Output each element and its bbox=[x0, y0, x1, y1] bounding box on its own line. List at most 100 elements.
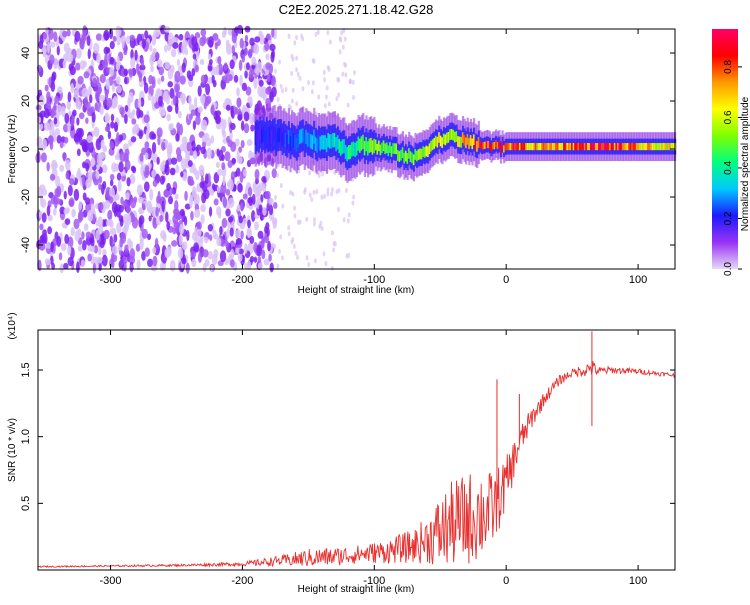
spectrogram-noise-cell bbox=[154, 102, 160, 109]
spectrogram-core-cell bbox=[422, 146, 425, 158]
spectrogram-noise-cell bbox=[216, 206, 222, 216]
colorbar-label: Normalized spectral amplitude bbox=[740, 96, 750, 231]
spectrogram-noise-cell bbox=[207, 251, 214, 260]
spectrogram-noise-cell bbox=[188, 74, 194, 82]
spectrogram-noise-cell bbox=[183, 216, 188, 226]
spectrogram-noise-cell bbox=[235, 247, 240, 254]
snr-y-label: SNR (10 * v/v) bbox=[7, 418, 18, 482]
spectrogram-core-cell bbox=[279, 127, 283, 143]
spectrogram-noise-cell bbox=[323, 194, 326, 200]
spectrogram-noise-cell bbox=[190, 210, 194, 221]
spectrogram-noise-cell bbox=[85, 231, 92, 239]
spectrogram-core-cell bbox=[384, 143, 387, 155]
spectrogram-core-cell bbox=[295, 137, 298, 152]
spectrogram-core-cell bbox=[435, 135, 438, 147]
snr-x-label: Height of straight line (km) bbox=[298, 584, 415, 595]
spectrogram-noise-cell bbox=[85, 162, 90, 172]
spectrogram-noise-cell bbox=[151, 141, 157, 154]
spectrogram-noise-cell bbox=[112, 35, 117, 42]
spectrogram-core-cell bbox=[510, 143, 514, 151]
spectrogram-core-cell bbox=[322, 135, 325, 150]
spectrogram-noise-cell bbox=[108, 196, 114, 204]
spectrogram-noise-cell bbox=[169, 260, 176, 272]
spectrogram-noise-cell bbox=[128, 240, 134, 251]
spectrogram-core-cell bbox=[333, 132, 336, 148]
spectrogram-noise-cell bbox=[94, 102, 99, 112]
spectrogram-noise-cell bbox=[271, 28, 275, 38]
spectrogram-noise-cell bbox=[178, 33, 184, 41]
spectrogram-noise-cell bbox=[253, 43, 260, 55]
spectrogram-noise-cell bbox=[139, 152, 144, 162]
spectrogram-noise-cell bbox=[311, 80, 315, 86]
spectrogram-core-cell bbox=[560, 143, 563, 151]
spectrogram-core-cell bbox=[664, 143, 667, 151]
spectrogram-core-cell bbox=[264, 130, 267, 145]
spectrogram-noise-cell bbox=[256, 244, 263, 257]
spectrogram-noise-cell bbox=[249, 158, 256, 165]
spectrogram-noise-cell bbox=[339, 37, 343, 43]
spectrogram-noise-cell bbox=[140, 164, 145, 176]
spectrogram-noise-cell bbox=[345, 187, 348, 193]
spectrogram-noise-cell bbox=[138, 207, 143, 215]
spectrogram-core-cell bbox=[496, 142, 499, 150]
y-tick-label: 20 bbox=[20, 95, 32, 107]
spectrogram-core-cell bbox=[544, 143, 547, 151]
spectrogram-core-cell bbox=[542, 143, 545, 151]
spectrogram-noise-cell bbox=[100, 232, 105, 245]
spectrogram-noise-cell bbox=[147, 258, 154, 268]
spectrogram-noise-cell bbox=[197, 85, 202, 97]
spectrogram-core-cell bbox=[395, 143, 398, 155]
colorbar-tick-label: 0.0 bbox=[723, 262, 734, 276]
spectrogram-noise-cell bbox=[316, 29, 320, 35]
spectrogram-noise-cell bbox=[180, 92, 186, 103]
spectrogram-core-cell bbox=[569, 143, 572, 151]
spectrogram-core-cell bbox=[525, 143, 528, 151]
spectrogram-core-cell bbox=[265, 125, 268, 140]
spectrogram-noise-cell bbox=[73, 188, 80, 201]
spectrogram-noise-cell bbox=[244, 70, 248, 79]
spectrogram-core-cell bbox=[520, 143, 523, 151]
spectrogram-noise-cell bbox=[222, 176, 226, 186]
spectrogram-noise-cell bbox=[58, 252, 63, 261]
spectrogram-noise-cell bbox=[102, 59, 109, 69]
spectrogram-core-cell bbox=[648, 143, 651, 151]
spectrogram-noise-cell bbox=[51, 73, 56, 84]
spectrogram-noise-cell bbox=[219, 250, 227, 263]
spectrogram-noise-cell bbox=[231, 45, 236, 55]
spectrogram-noise-cell bbox=[188, 95, 192, 106]
spectrogram-core-cell bbox=[474, 139, 477, 151]
spectrogram-noise-cell bbox=[262, 93, 268, 101]
spectrogram-core-cell bbox=[412, 154, 416, 166]
spectrogram-core-cell bbox=[376, 143, 379, 155]
spectrogram-noise-cell bbox=[268, 204, 274, 216]
spectrogram-noise-cell bbox=[248, 112, 255, 125]
spectrogram-noise-cell bbox=[259, 33, 265, 45]
spectrogram-core-cell bbox=[651, 143, 655, 151]
spectrogram-noise-cell bbox=[79, 60, 86, 70]
spectrogram-noise-cell bbox=[123, 68, 129, 77]
x-tick-label: -300 bbox=[100, 274, 122, 286]
spectrogram-noise-cell bbox=[101, 164, 108, 174]
spectrogram-noise-cell bbox=[138, 71, 143, 83]
spectrogram-noise-cell bbox=[284, 87, 288, 93]
spectrogram-noise-cell bbox=[102, 180, 107, 190]
spectrogram-noise-cell bbox=[131, 118, 137, 125]
spectrogram-noise-cell bbox=[119, 237, 124, 248]
spectrogram-noise-cell bbox=[109, 56, 115, 65]
spectrogram-noise-cell bbox=[42, 32, 48, 40]
spectrogram-noise-cell bbox=[200, 204, 206, 213]
spectrogram-core-cell bbox=[262, 127, 265, 142]
spectrogram-noise-cell bbox=[38, 40, 44, 50]
spectrogram-noise-cell bbox=[246, 260, 252, 271]
spectrogram-noise-cell bbox=[124, 222, 130, 232]
spectrogram-noise-cell bbox=[50, 241, 54, 253]
spectrogram-noise-cell bbox=[276, 97, 280, 103]
spectrogram-noise-cell bbox=[213, 172, 220, 184]
spectrogram-noise-cell bbox=[159, 175, 165, 185]
spectrogram-core-cell bbox=[428, 143, 431, 155]
spectrogram-noise-cell bbox=[191, 186, 197, 198]
spectrogram-noise-cell bbox=[127, 68, 134, 75]
spectrogram-noise-cell bbox=[74, 30, 81, 43]
spectrogram-core-cell bbox=[598, 143, 601, 151]
spectrogram-noise-cell bbox=[295, 55, 298, 61]
